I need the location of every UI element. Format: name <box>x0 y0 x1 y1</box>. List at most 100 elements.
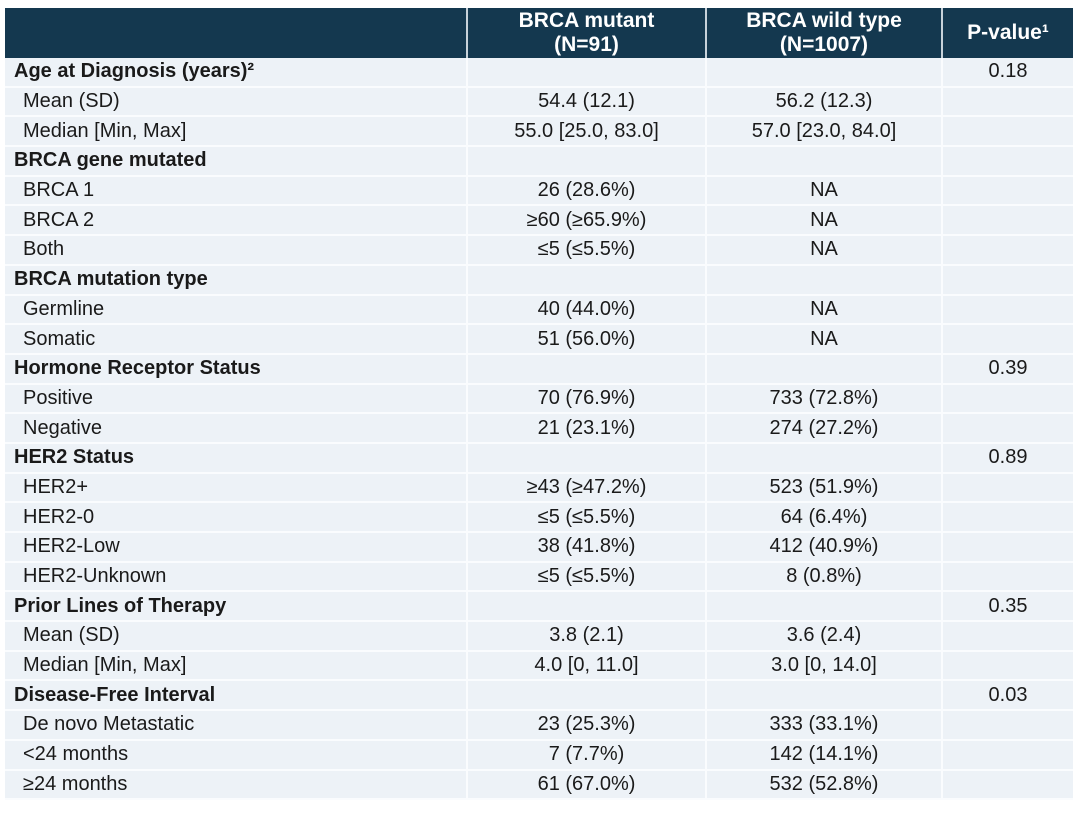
p-value <box>941 769 1073 801</box>
brca-mutant-value: 61 (67.0%) <box>466 769 706 801</box>
table-header: BRCA mutant (N=91) BRCA wild type (N=100… <box>5 8 1073 58</box>
p-value <box>941 294 1073 326</box>
brca-wild-type-value: NA <box>705 324 942 355</box>
row-label: Germline <box>5 294 467 326</box>
table-row: HER2-Unknown ≤5 (≤5.5%) 8 (0.8%) <box>5 561 1073 593</box>
row-label: Age at Diagnosis (years)² <box>5 58 467 88</box>
row-label: BRCA mutation type <box>5 264 467 296</box>
table-row: Median [Min, Max] 55.0 [25.0, 83.0] 57.0 [… <box>5 116 1073 148</box>
p-value <box>941 710 1073 741</box>
table-body: Age at Diagnosis (years)² 0.18 Mean (SD) 54… <box>5 58 1073 801</box>
brca-mutant-value: ≥43 (≥47.2%) <box>466 472 706 504</box>
table-row: HER2-Low 38 (41.8%) 412 (40.9%) <box>5 532 1073 563</box>
brca-wild-type-value <box>705 353 942 385</box>
brca-mutant-value: 51 (56.0%) <box>466 324 706 355</box>
brca-mutant-value: ≤5 (≤5.5%) <box>466 561 706 593</box>
p-value <box>941 532 1073 563</box>
table-row: Both ≤5 (≤5.5%) NA <box>5 235 1073 266</box>
p-value <box>941 739 1073 771</box>
table-row: ≥24 months 61 (67.0%) 532 (52.8%) <box>5 769 1073 801</box>
brca-wild-type-value: NA <box>705 235 942 266</box>
brca-mutant-value: ≥60 (≥65.9%) <box>466 205 706 237</box>
brca-mutant-value: 21 (23.1%) <box>466 413 706 444</box>
table-row: BRCA gene mutated <box>5 146 1073 177</box>
baseline-characteristics-table: BRCA mutant (N=91) BRCA wild type (N=100… <box>5 8 1073 801</box>
header-brca-mutant-title: BRCA mutant <box>518 9 655 32</box>
table-row: <24 months 7 (7.7%) 142 (14.1%) <box>5 739 1073 771</box>
row-label: BRCA 1 <box>5 175 467 207</box>
brca-wild-type-value: NA <box>705 294 942 326</box>
p-value <box>941 324 1073 355</box>
p-value <box>941 175 1073 207</box>
brca-mutant-value: 3.8 (2.1) <box>466 621 706 652</box>
table-row: Age at Diagnosis (years)² 0.18 <box>5 58 1073 88</box>
p-value <box>941 561 1073 593</box>
brca-mutant-value: 7 (7.7%) <box>466 739 706 771</box>
row-label: ≥24 months <box>5 769 467 801</box>
table-row: HER2-0 ≤5 (≤5.5%) 64 (6.4%) <box>5 502 1073 533</box>
table-row: HER2 Status 0.89 <box>5 442 1073 474</box>
brca-mutant-value: ≤5 (≤5.5%) <box>466 502 706 533</box>
table-row: Germline 40 (44.0%) NA <box>5 294 1073 326</box>
table-row: De novo Metastatic 23 (25.3%) 333 (33.1%) <box>5 710 1073 741</box>
table-row: Positive 70 (76.9%) 733 (72.8%) <box>5 383 1073 415</box>
brca-mutant-value: 38 (41.8%) <box>466 532 706 563</box>
table-row: Disease-Free Interval 0.03 <box>5 680 1073 712</box>
row-label: Hormone Receptor Status <box>5 353 467 385</box>
table-row: Median [Min, Max] 4.0 [0, 11.0] 3.0 [0, 14… <box>5 650 1073 682</box>
row-label: Disease-Free Interval <box>5 680 467 712</box>
row-label: <24 months <box>5 739 467 771</box>
brca-mutant-value <box>466 58 706 88</box>
brca-wild-type-value: 56.2 (12.3) <box>705 86 942 118</box>
header-brca-mutant-n: (N=91) <box>554 33 619 56</box>
p-value: 0.35 <box>941 591 1073 623</box>
brca-wild-type-value <box>705 146 942 177</box>
p-value <box>941 621 1073 652</box>
row-label: De novo Metastatic <box>5 710 467 741</box>
brca-mutant-value: 55.0 [25.0, 83.0] <box>466 116 706 148</box>
brca-wild-type-value <box>705 680 942 712</box>
p-value: 0.39 <box>941 353 1073 385</box>
header-empty-cell <box>5 8 467 58</box>
p-value: 0.18 <box>941 58 1073 88</box>
table-row: BRCA mutation type <box>5 264 1073 296</box>
p-value <box>941 205 1073 237</box>
p-value <box>941 146 1073 177</box>
brca-wild-type-value: 8 (0.8%) <box>705 561 942 593</box>
header-brca-wild-type-title: BRCA wild type <box>746 9 902 32</box>
table-row: HER2+ ≥43 (≥47.2%) 523 (51.9%) <box>5 472 1073 504</box>
row-label: Somatic <box>5 324 467 355</box>
table-row: Mean (SD) 54.4 (12.1) 56.2 (12.3) <box>5 86 1073 118</box>
p-value <box>941 383 1073 415</box>
row-label: Median [Min, Max] <box>5 650 467 682</box>
row-label: HER2+ <box>5 472 467 504</box>
header-brca-mutant: BRCA mutant (N=91) <box>466 8 706 58</box>
table-row: Prior Lines of Therapy 0.35 <box>5 591 1073 623</box>
brca-wild-type-value: 333 (33.1%) <box>705 710 942 741</box>
header-p-value-title: P-value¹ <box>967 21 1049 44</box>
brca-wild-type-value: NA <box>705 205 942 237</box>
brca-mutant-value: 26 (28.6%) <box>466 175 706 207</box>
brca-wild-type-value: 523 (51.9%) <box>705 472 942 504</box>
row-label: HER2-Unknown <box>5 561 467 593</box>
p-value <box>941 86 1073 118</box>
header-row: BRCA mutant (N=91) BRCA wild type (N=100… <box>5 8 1073 58</box>
table-row: BRCA 1 26 (28.6%) NA <box>5 175 1073 207</box>
brca-mutant-value: 4.0 [0, 11.0] <box>466 650 706 682</box>
table-row: Somatic 51 (56.0%) NA <box>5 324 1073 355</box>
brca-mutant-value <box>466 442 706 474</box>
p-value <box>941 264 1073 296</box>
row-label: Median [Min, Max] <box>5 116 467 148</box>
brca-mutant-value <box>466 264 706 296</box>
row-label: BRCA 2 <box>5 205 467 237</box>
brca-mutant-value: 54.4 (12.1) <box>466 86 706 118</box>
p-value <box>941 502 1073 533</box>
brca-mutant-value: 23 (25.3%) <box>466 710 706 741</box>
brca-mutant-value: ≤5 (≤5.5%) <box>466 235 706 266</box>
p-value <box>941 650 1073 682</box>
p-value: 0.89 <box>941 442 1073 474</box>
brca-mutant-value <box>466 680 706 712</box>
brca-wild-type-value <box>705 591 942 623</box>
brca-wild-type-value <box>705 264 942 296</box>
brca-wild-type-value: 412 (40.9%) <box>705 532 942 563</box>
